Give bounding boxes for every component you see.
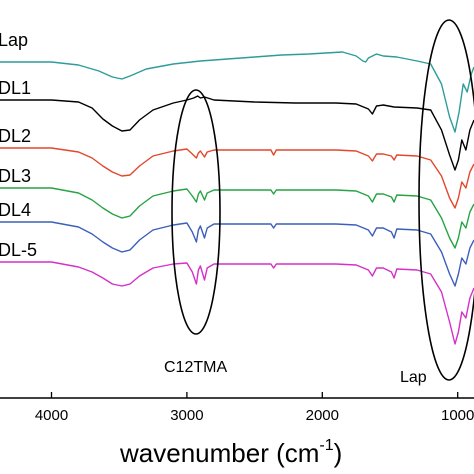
- series-labels: Lap DL1 DL2 DL3 DL4 DL-5: [0, 30, 37, 260]
- x-tick-label: 4000: [35, 407, 68, 424]
- x-axis-title: wavenumber (cm-1): [119, 437, 342, 468]
- x-axis-title-sup: -1: [319, 437, 333, 454]
- series-label-dl-5: DL-5: [0, 240, 37, 260]
- series-line-dl-5: [0, 261, 474, 345]
- series-label-dl3: DL3: [0, 166, 31, 186]
- x-axis-title-main: wavenumber (cm: [119, 438, 319, 468]
- series-line-lap: [0, 51, 474, 133]
- series-label-dl1: DL1: [0, 78, 31, 98]
- c12tma-ellipse: [171, 89, 221, 335]
- x-tick-label: 2000: [306, 407, 339, 424]
- x-tick-label: 1000: [441, 407, 474, 424]
- series-line-dl3: [0, 187, 474, 249]
- series-line-dl4: [0, 221, 474, 287]
- series-label-lap: Lap: [0, 30, 28, 50]
- x-axis: 4000 3000 2000 1000: [0, 392, 474, 424]
- series-group: [0, 51, 474, 345]
- x-axis-title-close: ): [334, 438, 343, 468]
- series-label-dl2: DL2: [0, 126, 31, 146]
- x-tick-label: 3000: [170, 407, 203, 424]
- lap-ellipse: [418, 19, 474, 381]
- x-axis-ticks: 4000 3000 2000 1000: [35, 392, 474, 424]
- series-line-dl1: [0, 95, 474, 171]
- series-line-dl2: [0, 147, 474, 209]
- annotation-c12tma: C12TMA: [164, 359, 227, 376]
- annotation-lap: Lap: [400, 369, 427, 386]
- series-label-dl4: DL4: [0, 200, 31, 220]
